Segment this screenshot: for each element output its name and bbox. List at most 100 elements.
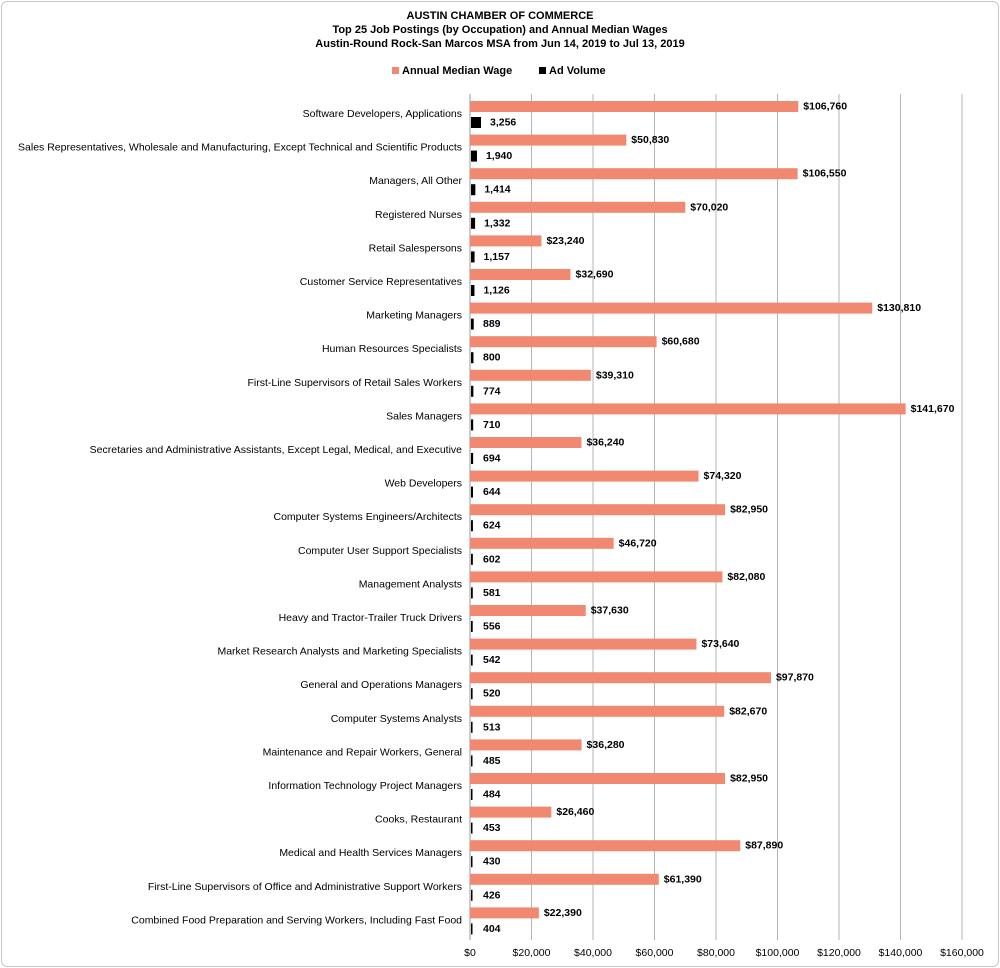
- wage-bar: [470, 470, 699, 482]
- wage-data-label: $82,670: [729, 705, 767, 717]
- wage-bar: [470, 336, 657, 348]
- wage-data-label: $60,680: [662, 336, 700, 348]
- legend-item-wage: Annual Median Wage: [392, 65, 512, 77]
- category-label: Marketing Managers: [366, 310, 462, 322]
- volume-bar: [471, 856, 473, 868]
- volume-bar: [471, 117, 482, 128]
- x-tick-label: $20,000: [513, 947, 551, 959]
- volume-data-label: 710: [483, 419, 501, 431]
- wage-data-label: $74,320: [704, 470, 742, 482]
- wage-bar: [470, 101, 799, 112]
- volume-data-label: 624: [483, 520, 501, 532]
- legend-label-volume: Ad Volume: [549, 65, 606, 77]
- wage-data-label: $23,240: [546, 235, 584, 247]
- wage-data-label: $97,870: [776, 672, 814, 684]
- volume-bar: [471, 755, 473, 767]
- category-label: Maintenance and Repair Workers, General: [263, 746, 462, 758]
- volume-bar: [471, 251, 475, 263]
- wage-bar: [470, 134, 627, 146]
- wage-data-label: $87,890: [745, 840, 783, 852]
- volume-data-label: 581: [483, 587, 501, 599]
- volume-data-label: 513: [483, 721, 501, 733]
- x-tick-label: $160,000: [940, 947, 984, 959]
- x-tick-label: $120,000: [817, 947, 861, 959]
- wage-bar: [470, 806, 552, 818]
- volume-data-label: 1,332: [484, 217, 510, 229]
- wage-data-label: $106,760: [803, 101, 847, 113]
- category-label: Cooks, Restaurant: [375, 814, 462, 826]
- chart-title-line-2: Top 25 Job Postings (by Occupation) and …: [332, 24, 668, 36]
- wage-bar: [470, 773, 726, 784]
- wage-bar: [470, 873, 659, 885]
- volume-bar: [471, 150, 477, 162]
- volume-bar: [471, 889, 473, 901]
- volume-bar: [471, 721, 473, 733]
- wage-data-label: $37,630: [591, 605, 629, 617]
- category-label: Market Research Analysts and Marketing S…: [217, 646, 462, 658]
- volume-data-label: 800: [483, 352, 501, 364]
- wage-data-label: $39,310: [596, 369, 634, 381]
- category-label: Registered Nurses: [375, 209, 462, 221]
- volume-data-label: 1,157: [484, 251, 510, 263]
- wage-bar: [470, 403, 906, 415]
- volume-bar: [471, 520, 473, 532]
- x-tick-label: $0: [464, 947, 476, 959]
- wage-data-label: $26,460: [556, 806, 594, 818]
- volume-bar: [471, 318, 474, 330]
- volume-data-label: 644: [483, 486, 501, 498]
- category-label: Customer Service Representatives: [300, 276, 462, 288]
- volume-bar: [471, 688, 473, 700]
- wage-bar: [470, 269, 571, 280]
- category-label: Combined Food Preparation and Serving Wo…: [131, 914, 462, 926]
- volume-data-label: 404: [483, 923, 501, 935]
- wage-bar: [470, 369, 591, 381]
- volume-bar: [471, 654, 473, 666]
- volume-data-label: 556: [483, 621, 501, 633]
- wage-data-label: $22,390: [544, 907, 582, 919]
- legend-swatch-wage: [392, 67, 399, 74]
- volume-data-label: 542: [483, 654, 501, 666]
- volume-bar: [471, 352, 474, 364]
- chart-title-line-3: Austin-Round Rock-San Marcos MSA from Ju…: [315, 38, 685, 50]
- category-label: Software Developers, Applications: [303, 108, 462, 120]
- wage-data-label: $50,830: [631, 134, 669, 146]
- wage-data-label: $82,950: [730, 504, 768, 516]
- wage-bar: [470, 672, 771, 684]
- volume-bar: [471, 385, 474, 397]
- wage-bar: [470, 302, 873, 314]
- volume-data-label: 430: [483, 856, 501, 868]
- wage-data-label: $70,020: [690, 201, 728, 213]
- volume-data-label: 1,414: [484, 184, 510, 196]
- category-label: Computer Systems Analysts: [331, 713, 462, 725]
- legend-swatch-volume: [539, 67, 546, 74]
- volume-bar: [471, 184, 476, 196]
- wage-bar: [470, 235, 542, 247]
- wage-bar: [470, 605, 586, 616]
- wage-data-label: $141,670: [911, 403, 955, 415]
- x-tick-label: $40,000: [574, 947, 612, 959]
- volume-bar: [471, 285, 475, 296]
- wage-bar: [470, 437, 582, 448]
- wage-bar: [470, 739, 582, 751]
- volume-bar: [471, 822, 473, 834]
- volume-data-label: 694: [483, 453, 501, 465]
- category-label: First-Line Supervisors of Office and Adm…: [148, 881, 462, 893]
- volume-bar: [471, 453, 474, 464]
- volume-bar: [471, 621, 473, 632]
- category-label: Computer Systems Engineers/Architects: [274, 511, 463, 523]
- wage-bar: [470, 705, 725, 717]
- volume-data-label: 774: [483, 385, 501, 397]
- wage-data-label: $61,390: [664, 873, 702, 885]
- category-label: Information Technology Project Managers: [268, 780, 462, 792]
- volume-bar: [471, 486, 473, 498]
- volume-bar: [471, 587, 473, 599]
- chart-legend: Annual Median Wage Ad Volume: [0, 65, 1000, 81]
- category-label: Medical and Health Services Managers: [279, 847, 462, 859]
- category-label: Retail Salespersons: [369, 242, 462, 254]
- volume-data-label: 602: [483, 553, 501, 565]
- wage-data-label: $36,280: [587, 739, 625, 751]
- wage-data-label: $82,080: [727, 571, 765, 583]
- wage-data-label: $82,950: [730, 773, 768, 785]
- wage-bar: [470, 840, 741, 852]
